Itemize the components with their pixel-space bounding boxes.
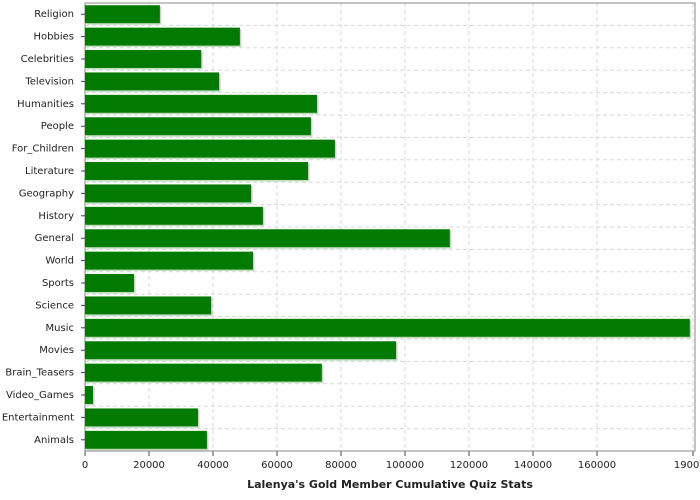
bar — [85, 50, 202, 68]
x-tick-label: 60000 — [261, 460, 293, 471]
x-tick-label: 80000 — [325, 460, 357, 471]
bar — [85, 5, 160, 24]
y-tick-label: Television — [24, 76, 74, 87]
y-tick-label: Religion — [34, 9, 74, 20]
y-tick-label: History — [38, 211, 74, 222]
bar — [85, 229, 450, 248]
y-tick-label: Movies — [39, 345, 74, 356]
y-tick-label: Geography — [19, 188, 74, 199]
y-tick-label: Science — [35, 300, 74, 311]
x-tick-label: 190000 — [674, 460, 700, 471]
x-tick-label: 140000 — [514, 460, 552, 471]
bar — [85, 296, 212, 315]
bar — [85, 94, 317, 113]
y-tick-label: Entertainment — [2, 412, 74, 423]
y-tick-label: Literature — [25, 166, 74, 177]
x-tick-label: 0 — [82, 460, 88, 471]
x-tick-label: 160000 — [578, 460, 616, 471]
bar — [85, 184, 252, 203]
bar — [85, 408, 198, 427]
bar — [85, 72, 220, 91]
x-tick-label: 120000 — [450, 460, 488, 471]
y-tick-label: Sports — [42, 278, 74, 289]
y-tick-label: World — [45, 256, 74, 267]
y-tick-label: For_Children — [12, 144, 74, 155]
bar — [85, 363, 322, 382]
bar — [85, 386, 93, 404]
y-tick-label: Celebrities — [21, 54, 74, 65]
bar — [85, 162, 309, 180]
chart-title: Lalenya's Gold Member Cumulative Quiz St… — [247, 478, 533, 491]
y-tick-label: Hobbies — [34, 32, 74, 43]
x-tick-label: 40000 — [197, 460, 229, 471]
y-tick-label: People — [41, 121, 74, 132]
bar — [85, 27, 240, 46]
y-tick-label: Music — [46, 323, 74, 334]
x-tick-label: 100000 — [386, 460, 424, 471]
bar — [85, 341, 397, 360]
bar — [85, 117, 311, 136]
y-tick-label: Animals — [34, 435, 74, 446]
bar — [85, 430, 207, 449]
y-tick-label: General — [35, 233, 74, 244]
y-tick-label: Video_Games — [6, 390, 74, 401]
y-tick-label: Brain_Teasers — [5, 368, 74, 379]
x-tick-label: 20000 — [133, 460, 165, 471]
plot-frame — [84, 2, 696, 452]
bar — [85, 139, 335, 158]
bar — [85, 251, 253, 270]
bar — [85, 206, 263, 225]
y-tick-label: Humanities — [17, 99, 74, 110]
bar — [85, 274, 134, 292]
bar — [85, 318, 690, 337]
